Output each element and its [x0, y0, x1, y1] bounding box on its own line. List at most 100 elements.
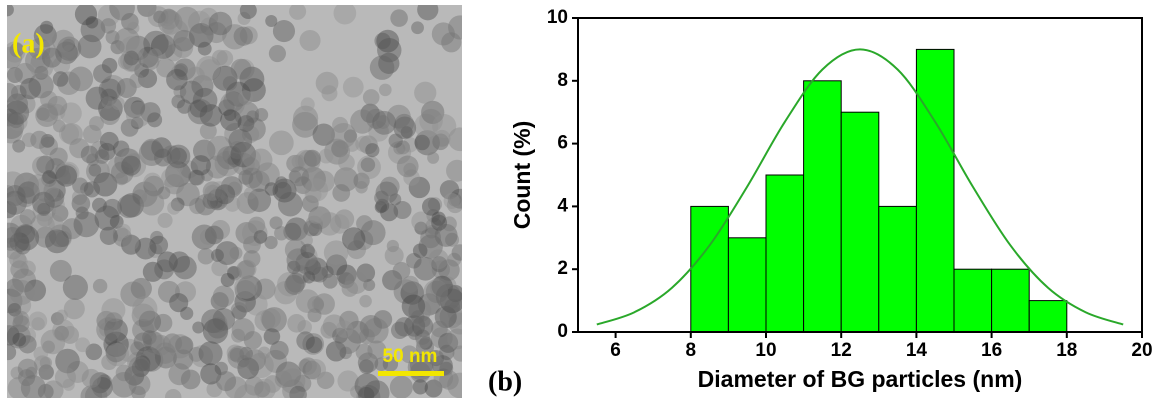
x-tick-label: 6 [610, 340, 621, 361]
particle [287, 314, 306, 333]
particle [198, 42, 212, 56]
particle [230, 348, 245, 363]
particle [9, 280, 34, 305]
particle [167, 145, 191, 169]
bar [1029, 301, 1067, 332]
particle [228, 129, 252, 153]
particle [96, 317, 121, 342]
particle [414, 135, 429, 150]
particle [220, 110, 241, 131]
y-tick-label: 2 [557, 258, 568, 279]
particle [436, 284, 462, 310]
particle [427, 152, 439, 164]
particle [289, 3, 306, 20]
particle [413, 379, 428, 394]
particle [345, 272, 368, 295]
particle [13, 311, 29, 327]
particle [332, 184, 350, 202]
particle [121, 156, 141, 176]
particle [131, 386, 145, 400]
particle [376, 30, 399, 53]
particle [431, 215, 447, 231]
particle [106, 343, 129, 366]
particle [370, 55, 395, 80]
particle [299, 30, 320, 51]
particle [334, 2, 357, 25]
particle [390, 376, 413, 399]
particle [244, 331, 262, 349]
particle [390, 9, 408, 27]
particle [411, 21, 424, 34]
particle [98, 143, 115, 160]
particle [129, 356, 150, 377]
x-tick-label: 12 [831, 340, 852, 361]
particle [355, 373, 380, 398]
particle [338, 154, 355, 171]
particle [132, 319, 154, 341]
particle [15, 239, 31, 255]
image-label: (a) [12, 28, 45, 59]
figure: (a) 50 nm (b) Diameter of BG particles (… [0, 0, 1169, 403]
scale-bar-label: 50 nm [383, 346, 438, 367]
particle [258, 346, 271, 359]
particle [72, 194, 91, 213]
particle [304, 150, 321, 167]
particle [321, 85, 337, 101]
particle [365, 143, 379, 157]
particle [278, 192, 303, 217]
particle [305, 178, 329, 202]
particle [269, 130, 294, 155]
particle [230, 247, 243, 260]
x-tick-label: 18 [1056, 340, 1077, 361]
particle [154, 314, 172, 332]
particle [30, 131, 48, 149]
particle [124, 51, 139, 66]
x-tick-label: 10 [755, 340, 776, 361]
particle [319, 149, 334, 164]
particle [102, 96, 115, 109]
particle [129, 73, 144, 88]
particle [0, 344, 16, 360]
particle [447, 328, 468, 349]
particle [301, 97, 315, 111]
particle [402, 276, 419, 293]
particle [234, 275, 257, 298]
particle [270, 341, 289, 360]
particle [1, 3, 14, 16]
particle [93, 279, 107, 293]
particle [21, 375, 46, 400]
particle [223, 76, 237, 90]
bar [916, 49, 954, 332]
y-tick-label: 0 [557, 321, 568, 342]
particle [89, 164, 102, 177]
particle [158, 213, 173, 228]
particle [361, 157, 375, 171]
x-axis-title: Diameter of BG particles (nm) [698, 366, 1023, 392]
particle [244, 187, 256, 199]
particle [331, 123, 356, 148]
particle [242, 149, 261, 168]
panel-label: (b) [488, 366, 522, 397]
particle [305, 359, 326, 380]
particle [168, 363, 190, 385]
particle [269, 45, 286, 62]
particle [168, 334, 192, 358]
particle [101, 18, 116, 33]
particle [389, 134, 403, 148]
particle [363, 318, 389, 344]
particle [75, 3, 97, 25]
particle [213, 308, 236, 331]
particle [56, 310, 68, 322]
particle [300, 244, 314, 258]
particle [255, 108, 268, 121]
particle [205, 226, 224, 245]
particle [359, 295, 372, 308]
particle [446, 160, 468, 182]
particle [447, 197, 463, 213]
particle [82, 369, 101, 388]
particle [199, 59, 220, 80]
particle [45, 229, 69, 253]
particle [32, 192, 55, 215]
bar [992, 269, 1030, 332]
particle [342, 227, 365, 250]
